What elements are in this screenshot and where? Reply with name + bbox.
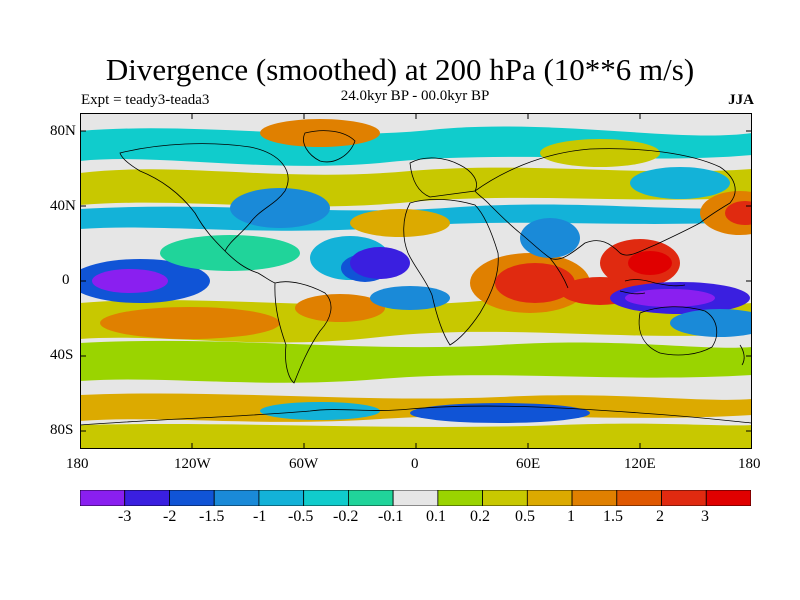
- map-frame: [80, 113, 752, 449]
- lon-label-60e: 60E: [516, 456, 541, 472]
- lon-label-180e: 180: [738, 456, 761, 472]
- colorbar-swatch: [437, 489, 483, 507]
- coastlines: [79, 130, 753, 426]
- colorbar-label: 1: [567, 508, 575, 525]
- lat-label-40s: 40S: [50, 347, 74, 363]
- colorbar-label: -1: [253, 508, 267, 525]
- period-label: 24.0kyr BP - 00.0kyr BP: [340, 88, 490, 104]
- colorbar-label: 0.2: [470, 508, 490, 525]
- colorbar-swatch: [124, 489, 170, 507]
- experiment-label: Expt = teady3-teada3: [81, 92, 210, 108]
- colorbar-label: 0.1: [426, 508, 446, 525]
- lon-label-120w: 120W: [174, 456, 211, 472]
- colorbar-label: 0.5: [515, 508, 535, 525]
- colorbar: [79, 489, 752, 507]
- colorbar-swatch: [79, 489, 126, 507]
- lat-label-80n: 80N: [50, 123, 76, 139]
- colorbar-label: -0.2: [333, 508, 359, 525]
- colorbar-swatch: [482, 489, 528, 507]
- season-label: JJA: [728, 92, 754, 108]
- colorbar-swatch: [169, 489, 215, 507]
- colorbar-swatch: [213, 489, 260, 507]
- lon-label-0: 0: [411, 456, 419, 472]
- lat-label-equator: 0: [62, 272, 70, 288]
- colorbar-label: 2: [656, 508, 664, 525]
- lat-label-80s: 80S: [50, 422, 74, 438]
- colorbar-label: -0.1: [378, 508, 404, 525]
- divergence-map: [79, 113, 753, 449]
- colorbar-swatch: [303, 489, 349, 507]
- lon-label-120e: 120E: [624, 456, 656, 472]
- colorbar-label: -0.5: [288, 508, 314, 525]
- colorbar-swatch: [392, 489, 439, 507]
- colorbar-label: 1.5: [603, 508, 623, 525]
- colorbar-swatch: [526, 489, 573, 507]
- colorbar-label: -3: [118, 508, 132, 525]
- colorbar-swatches: [79, 489, 752, 507]
- divergence-field: [80, 113, 752, 449]
- colorbar-label: 3: [701, 508, 709, 525]
- colorbar-swatch: [661, 489, 707, 507]
- colorbar-swatch: [616, 489, 662, 507]
- colorbar-swatch: [258, 489, 305, 507]
- map-title: Divergence (smoothed) at 200 hPa (10**6 …: [105, 52, 695, 87]
- colorbar-swatch: [705, 489, 752, 507]
- lon-label-180w: 180: [66, 456, 89, 472]
- colorbar-label: -2: [163, 508, 177, 525]
- map-canvas: [79, 113, 753, 449]
- lat-label-40n: 40N: [50, 198, 76, 214]
- lon-label-60w: 60W: [289, 456, 319, 472]
- colorbar-swatch: [571, 489, 618, 507]
- colorbar-label: -1.5: [199, 508, 225, 525]
- colorbar-swatch: [347, 489, 394, 507]
